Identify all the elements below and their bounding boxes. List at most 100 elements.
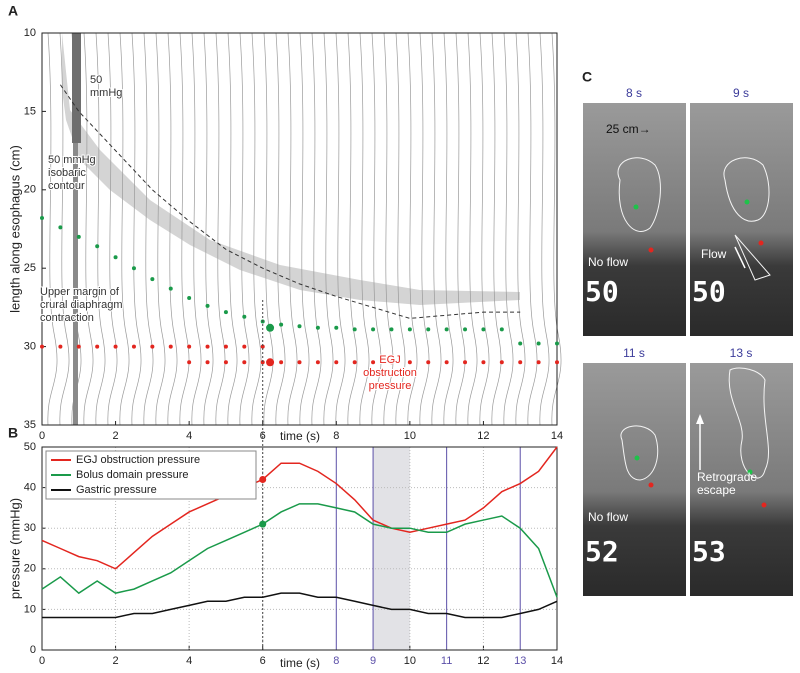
pressure-profile	[395, 32, 406, 426]
event-label: 11	[441, 655, 452, 667]
y-tick-label: 10	[24, 27, 36, 39]
bolus-marker	[633, 204, 639, 210]
x-tick-label: 12	[477, 655, 489, 667]
pressure-profile	[95, 32, 106, 426]
data-point	[58, 344, 63, 349]
panel-label: A	[8, 3, 18, 19]
y-tick-label: 35	[24, 419, 36, 431]
data-point	[131, 266, 136, 271]
data-point	[334, 360, 339, 365]
annotation: crural diaphragm	[40, 299, 123, 311]
data-point	[76, 344, 81, 349]
pressure-profile	[119, 32, 130, 426]
pressure-profile	[503, 32, 514, 426]
series-line	[42, 592, 558, 619]
bolus-outline	[620, 425, 659, 481]
data-point	[168, 286, 173, 291]
data-point	[536, 341, 541, 346]
legend-box	[45, 450, 257, 500]
data-point	[150, 344, 155, 349]
pressure-profile	[431, 32, 442, 426]
frame-time: 11 s	[623, 346, 645, 360]
data-point	[113, 344, 118, 349]
plot-frame	[41, 32, 558, 426]
data-point	[352, 327, 357, 332]
data-point	[555, 341, 559, 346]
pressure-profile	[479, 32, 490, 426]
data-point	[40, 344, 44, 349]
frame-time: 13 s	[730, 346, 753, 360]
x-axis-label: time (s)	[280, 656, 320, 670]
data-point	[407, 360, 412, 365]
data-point	[334, 325, 339, 330]
data-point	[463, 360, 468, 365]
y-tick-label: 0	[30, 644, 36, 656]
data-point	[150, 277, 155, 282]
legend-label: EGJ obstruction pressure	[76, 454, 200, 466]
pressure-profile	[263, 32, 274, 426]
x-tick-label: 4	[186, 430, 192, 442]
data-point	[205, 303, 210, 308]
frame-counter: 53	[692, 535, 726, 568]
egj-marker	[648, 247, 654, 253]
data-point	[315, 360, 320, 365]
legend-label: Bolus domain pressure	[76, 469, 189, 481]
y-tick-label: 15	[24, 105, 36, 117]
pressure-profile	[83, 32, 94, 426]
data-point	[205, 360, 210, 365]
data-point	[242, 344, 247, 349]
data-point	[187, 295, 192, 300]
xray-frame	[690, 363, 793, 596]
annotation: contraction	[40, 312, 94, 324]
data-point	[187, 344, 192, 349]
data-point	[76, 234, 81, 239]
data-point	[481, 360, 486, 365]
flow-arrow	[734, 246, 746, 269]
data-point	[536, 360, 541, 365]
data-point	[371, 360, 376, 365]
x-tick-label: 6	[260, 655, 266, 667]
pressure-profile	[383, 32, 394, 426]
annotation: pressure	[369, 380, 412, 392]
data-point	[389, 327, 394, 332]
y-tick-label: 10	[24, 603, 36, 615]
annotation: 50 mmHg	[48, 154, 96, 166]
data-point	[223, 344, 228, 349]
x-tick-label: 2	[113, 430, 119, 442]
data-point	[444, 360, 449, 365]
data-point	[131, 344, 136, 349]
data-point	[297, 324, 302, 329]
data-point	[260, 344, 265, 349]
pressure-profile	[191, 32, 202, 426]
bolus-marker	[744, 199, 750, 205]
data-point	[95, 244, 100, 249]
x-tick-label: 10	[404, 430, 416, 442]
panel-label: B	[8, 425, 18, 441]
pressure-profile	[107, 32, 118, 426]
data-point	[407, 327, 412, 332]
annotation: Upper margin of	[40, 286, 120, 298]
y-tick-label: 20	[24, 184, 36, 196]
frame-note: No flow	[588, 255, 628, 269]
data-point	[205, 344, 210, 349]
frame-note: escape	[697, 483, 736, 497]
pressure-profile	[443, 32, 454, 426]
x-tick-label: 12	[477, 430, 489, 442]
isobaric-contour	[59, 84, 521, 319]
annotation: EGJ	[379, 354, 400, 366]
x-tick-label: 6	[260, 430, 266, 442]
annotation: isobaric	[48, 167, 86, 179]
annotation: 50	[90, 74, 102, 86]
frame-counter: 52	[585, 535, 619, 568]
data-point	[187, 360, 192, 365]
data-point	[426, 360, 431, 365]
data-point	[242, 314, 247, 319]
escape-arrowhead	[696, 414, 704, 424]
pressure-profile	[359, 32, 370, 426]
y-tick-label: 30	[24, 341, 36, 353]
panel-label: C	[582, 69, 592, 85]
pressure-profile	[47, 32, 58, 426]
pressure-profile	[539, 32, 550, 426]
crural-band	[73, 33, 78, 425]
data-point	[518, 341, 523, 346]
